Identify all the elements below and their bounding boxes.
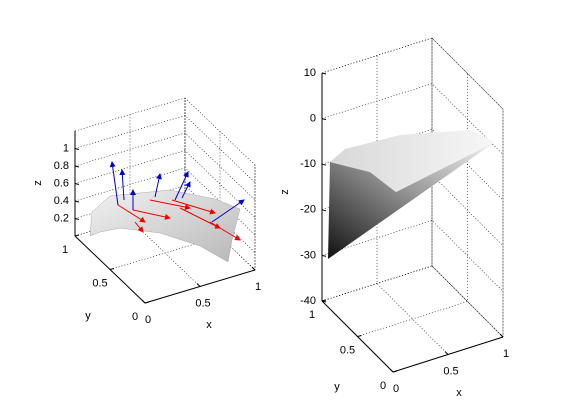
grid-line: [74, 185, 256, 253]
z-tick: [74, 183, 80, 185]
z-tick: [321, 72, 327, 75]
surface-right-front: [328, 142, 495, 259]
y-tick-label: 1: [62, 244, 68, 256]
grid-line: [74, 150, 256, 218]
y-axis-label: y: [85, 310, 91, 322]
z-axis-label: z: [279, 189, 291, 195]
y-tick: [109, 268, 115, 270]
x-tick-label: 0: [393, 383, 399, 395]
y-tick-label: 0: [380, 380, 386, 392]
x-tick: [389, 368, 394, 373]
z-tick-label: -10: [300, 158, 316, 170]
x-axis-label: x: [206, 319, 212, 331]
normal-vectors: [109, 161, 245, 241]
x-tick-label: 0.5: [443, 365, 458, 377]
z-tick-label: 0.6: [54, 177, 69, 189]
grid-line: [392, 109, 504, 373]
y-tick: [392, 370, 398, 373]
z-tick: [321, 163, 327, 166]
z-axis-label: z: [32, 180, 44, 186]
z-tick-label: 0.8: [54, 160, 69, 172]
grid-line: [431, 38, 504, 338]
grid-line: [376, 55, 449, 355]
z-tick-label: 1: [63, 142, 69, 154]
surface-left: [89, 189, 241, 263]
z-tick-label: 0: [310, 113, 316, 125]
z-tick: [321, 300, 327, 303]
axes: 00.5100.510.20.40.60.81xyz00.5100.51-40-…: [32, 67, 509, 399]
grid-line: [321, 38, 433, 302]
y-tick: [144, 301, 150, 304]
z-tick: [74, 218, 80, 220]
grid-line: [321, 265, 504, 338]
grid-line: [74, 132, 256, 201]
grid-line: [74, 115, 256, 183]
z-tick: [74, 148, 80, 150]
x-tick-label: 1: [255, 281, 261, 293]
y-tick: [74, 234, 80, 237]
z-tick-label: 0.4: [54, 195, 69, 207]
z-tick: [321, 209, 327, 212]
y-axis-label: y: [334, 381, 340, 393]
x-tick-label: 0.5: [195, 297, 210, 309]
x-tick: [196, 283, 201, 287]
grid-line: [74, 167, 256, 236]
y-tick-label: 0.5: [92, 277, 107, 289]
z-tick: [74, 200, 80, 203]
y-tick: [357, 335, 362, 337]
x-tick-label: 0: [145, 314, 151, 326]
x-axis-label: x: [456, 387, 462, 399]
z-tick-label: -40: [300, 295, 316, 307]
y-tick-label: 0: [132, 311, 138, 323]
z-tick: [321, 118, 327, 121]
grid-line: [321, 37, 504, 110]
x-tick: [141, 299, 146, 304]
y-tick-label: 0.5: [340, 344, 355, 356]
z-tick-label: 0.2: [54, 212, 69, 224]
z-tick: [74, 165, 80, 168]
z-tick-label: 10: [304, 67, 316, 79]
z-tick: [321, 254, 327, 257]
x-tick: [444, 351, 449, 355]
x-tick: [251, 266, 256, 271]
z-tick-label: -30: [300, 249, 316, 261]
x-tick-label: 1: [503, 348, 509, 360]
surface-right-top: [330, 130, 495, 192]
y-tick-label: 1: [309, 309, 315, 321]
z-tick-label: -20: [300, 204, 316, 216]
x-tick: [499, 333, 504, 338]
